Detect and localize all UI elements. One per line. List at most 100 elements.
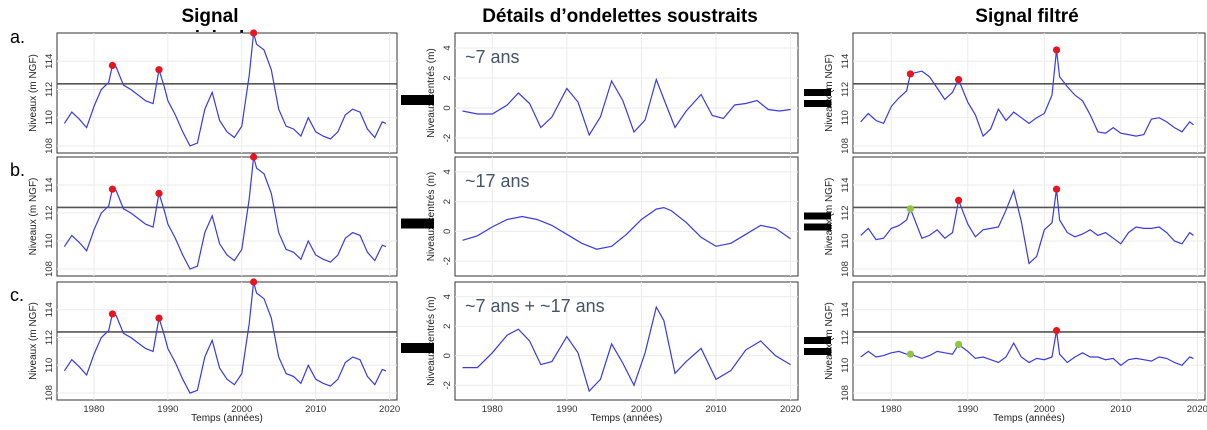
peak-point	[906, 350, 914, 358]
y-tick-label: 112	[840, 205, 851, 220]
y-axis-label: Niveaux (m NGF)	[28, 54, 39, 132]
wavelet-period-label: ~7 ans + ~17 ans	[465, 296, 605, 316]
minus-sign	[401, 95, 434, 105]
peak-point	[155, 66, 163, 74]
y-axis-label: Niveaux (m NGF)	[28, 302, 39, 380]
series-line	[860, 330, 1194, 367]
peak-point	[155, 189, 163, 197]
series-line	[462, 206, 791, 250]
y-axis-label: Niveaux centrés (m)	[426, 48, 437, 137]
x-tick-label: 1990	[556, 404, 577, 415]
y-tick-label: 114	[44, 177, 55, 192]
y-tick-label: 4	[442, 294, 453, 299]
minus-sign	[401, 218, 434, 229]
y-tick-label: 114	[840, 302, 851, 317]
peak-point	[108, 61, 117, 70]
panel-frame	[454, 156, 799, 277]
y-tick-label: 0	[442, 229, 453, 234]
peak-point	[250, 29, 258, 37]
y-tick-label: -2	[442, 134, 453, 142]
panel-frame	[852, 156, 1206, 277]
peak-point	[250, 153, 258, 161]
y-tick-label: 110	[840, 110, 851, 125]
peak-point	[955, 75, 963, 84]
x-tick-label: 2000	[631, 404, 652, 415]
y-tick-label: 108	[840, 138, 851, 154]
x-tick-label: 2020	[1187, 404, 1207, 415]
y-axis-label: Niveaux centrés (m)	[426, 296, 437, 385]
panel-details-1: -2 0 2 4 Niveaux centrés (m) ~17 ans	[426, 156, 799, 277]
panel-original-2: 108 110 112 114 Niveaux (m NGF) 1980 1990 2000 2…	[28, 278, 400, 424]
peak-point	[955, 340, 963, 349]
y-tick-label: 114	[44, 54, 55, 69]
y-tick-label: 108	[840, 261, 851, 277]
equals-sign-top	[804, 89, 831, 96]
panel-original-0: 108 110 112 114 Niveaux (m NGF)	[28, 29, 398, 154]
series-line	[860, 49, 1194, 138]
x-tick-label: 2020	[379, 404, 400, 415]
x-tick-label: 1980	[881, 404, 902, 415]
y-tick-label: 108	[44, 261, 55, 277]
panel-frame	[454, 281, 799, 401]
y-tick-label: 114	[840, 54, 851, 69]
peak-point	[108, 310, 117, 318]
panel-original-1: 108 110 112 114 Niveaux (m NGF)	[28, 153, 398, 277]
y-tick-label: 4	[442, 169, 453, 174]
y-tick-label: 110	[840, 233, 851, 248]
x-tick-label: 2010	[1110, 404, 1131, 415]
y-tick-label: 112	[44, 82, 55, 97]
wavelet-period-label: ~17 ans	[465, 171, 530, 191]
panel-details-0: -2 0 2 4 Niveaux centrés (m) ~7 ans	[426, 32, 799, 154]
minus-sign	[401, 343, 434, 353]
y-tick-label: 2	[442, 75, 453, 80]
y-tick-label: 108	[840, 385, 851, 401]
equals-sign-bottom	[804, 100, 831, 107]
y-tick-label: 112	[44, 330, 55, 345]
x-tick-label: 2010	[705, 404, 726, 415]
title-details: Détails d’ondelettes soustraits	[482, 6, 758, 27]
wavelet-period-label: ~7 ans	[465, 47, 520, 67]
title-filtered: Signal filtré	[975, 6, 1079, 27]
x-axis-label: Temps (années)	[591, 413, 663, 424]
series-line	[462, 305, 791, 393]
x-axis-label: Temps (années)	[993, 413, 1065, 424]
y-tick-label: 2	[442, 324, 453, 329]
series-line	[462, 77, 791, 137]
y-tick-label: -2	[442, 381, 453, 389]
peak-point	[1052, 326, 1061, 335]
panel-frame	[56, 156, 398, 277]
x-axis-label: Temps (années)	[191, 413, 263, 424]
y-tick-label: 114	[840, 177, 851, 192]
equals-sign-top	[804, 212, 831, 220]
panel-frame	[56, 32, 398, 154]
y-tick-label: 4	[442, 45, 453, 50]
y-axis-label: Niveaux (m NGF)	[28, 178, 39, 256]
x-tick-label: 1980	[83, 404, 104, 415]
peak-point	[906, 70, 914, 78]
peak-point	[108, 185, 117, 193]
y-tick-label: 2	[442, 199, 453, 204]
equals-sign-bottom	[804, 348, 831, 355]
x-tick-label: 2000	[231, 404, 252, 415]
y-tick-label: 0	[442, 353, 453, 358]
x-tick-label: 2010	[305, 404, 326, 415]
y-tick-label: 0	[442, 105, 453, 110]
y-tick-label: 112	[44, 205, 55, 220]
x-tick-label: 1990	[957, 404, 978, 415]
series-line	[860, 188, 1194, 265]
y-tick-label: 112	[840, 82, 851, 97]
y-axis-label: Niveaux centrés (m)	[426, 172, 437, 261]
equals-sign-top	[804, 337, 831, 344]
peak-point	[1052, 46, 1061, 54]
y-tick-label: 108	[44, 385, 55, 401]
x-tick-label: 2020	[780, 404, 801, 415]
panel-frame	[852, 32, 1206, 154]
y-tick-label: 110	[840, 358, 851, 373]
row-label-c: c.	[10, 285, 25, 305]
row-label-a: a.	[10, 27, 26, 47]
panel-frame	[852, 281, 1206, 401]
y-tick-label: 110	[44, 358, 55, 373]
